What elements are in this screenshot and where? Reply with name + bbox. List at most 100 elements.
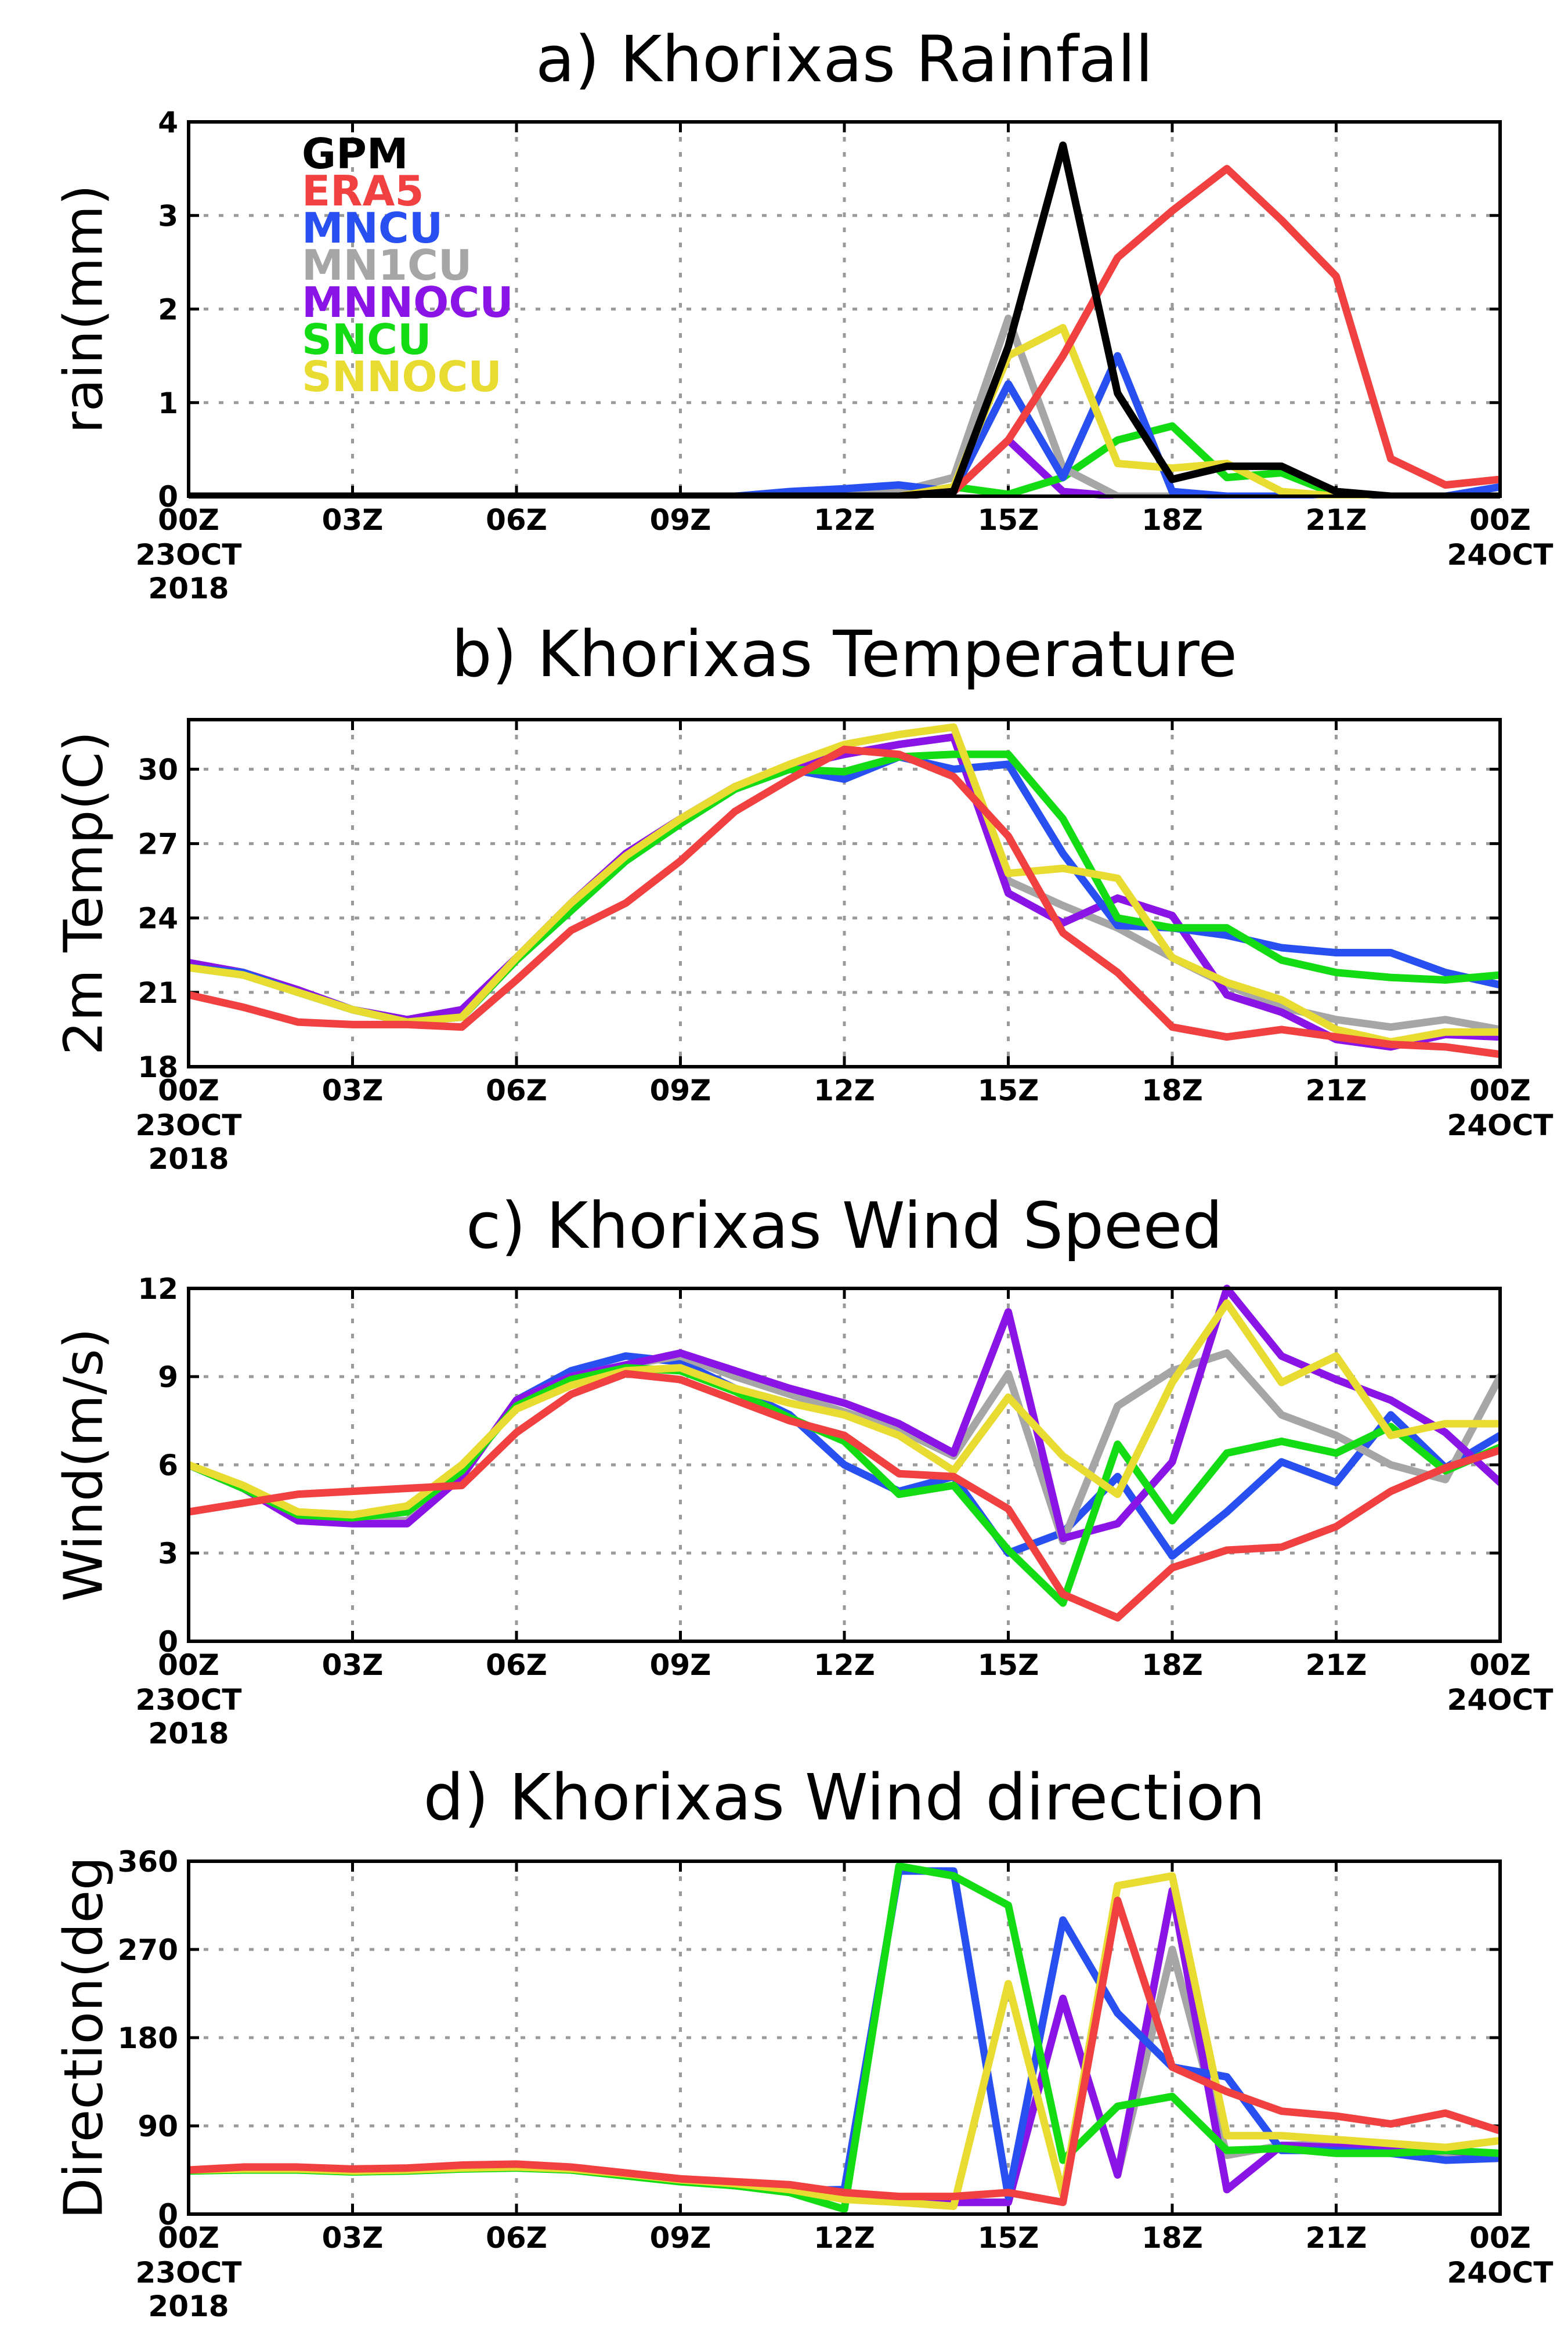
x-tick-label: 15Z [978, 1074, 1039, 1107]
y-tick-label: 12 [138, 1272, 178, 1306]
y-tick-label: 24 [138, 902, 178, 936]
x-tick-label: 06Z [486, 1074, 547, 1107]
x-tick-label: 12Z [814, 1648, 875, 1682]
panel-title: c) Khorixas Wind Speed [466, 1189, 1223, 1263]
y-tick-label: 180 [118, 2021, 178, 2055]
y-tick-label: 2 [158, 293, 178, 327]
panel-rainfall: a) Khorixas Rainfall rain(mm) 0 1 2 3 4 00Z 03Z 0… [52, 22, 1553, 605]
series-group [189, 723, 1500, 1059]
grid [189, 1861, 1500, 2214]
x-tick-label: 03Z [322, 503, 384, 537]
y-axis-label: 2m Temp(C) [52, 731, 114, 1056]
x-tick-label: 18Z [1141, 503, 1203, 537]
y-tick-label: 90 [138, 2110, 178, 2143]
x-tick-label: 00Z [1469, 503, 1531, 537]
x-tick-label: 15Z [978, 2221, 1039, 2255]
legend-entry-gpm: GPM [302, 129, 409, 178]
x-start-date-label: 23OCT [136, 1683, 242, 1717]
x-tick-label: 00Z [1469, 1074, 1531, 1107]
x-tick-label: 09Z [650, 1074, 711, 1107]
legend-entry-mn1cu: MN1CU [302, 241, 472, 290]
y-axis-label: Wind(m/s) [52, 1328, 114, 1602]
x-tick-label: 21Z [1306, 2221, 1367, 2255]
x-tick-label: 03Z [322, 2221, 384, 2255]
panel-wind-direction: d) Khorixas Wind direction Direction(deg 0… [52, 1760, 1553, 2323]
x-end-date-label: 24OCT [1447, 1683, 1553, 1717]
legend-entry-mnnocu: MNNOCU [302, 278, 514, 327]
x-tick-label: 15Z [978, 503, 1039, 537]
x-tick-label: 18Z [1141, 1648, 1203, 1682]
y-tick-label: 1 [158, 387, 178, 420]
y-tick-label: 9 [158, 1360, 178, 1394]
x-start-date-label: 23OCT [136, 2256, 242, 2290]
y-tick-label: 30 [138, 753, 178, 786]
x-tick-label: 12Z [814, 1074, 875, 1107]
y-tick-label: 18 [138, 1050, 178, 1084]
y-axis-label: Direction(deg [52, 1857, 114, 2219]
x-tick-label: 12Z [814, 2221, 875, 2255]
y-tick-label: 3 [158, 1537, 178, 1570]
series-line-era5 [189, 745, 1500, 1059]
panel-wind-speed: c) Khorixas Wind Speed Wind(m/s) 0 3 6 9 12 00Z… [52, 1189, 1553, 1750]
legend-entry-mncu: MNCU [302, 204, 443, 252]
x-start-date-label: 23OCT [136, 1108, 242, 1142]
x-start-date-label: 23OCT [136, 538, 242, 572]
plot-frame [187, 1287, 1502, 1643]
x-tick-label: 00Z [158, 503, 219, 537]
x-tick-label: 00Z [158, 1074, 219, 1107]
panel-title: a) Khorixas Rainfall [536, 22, 1153, 96]
y-tick-label: 0 [158, 2198, 178, 2232]
x-end-date-label: 24OCT [1447, 538, 1553, 572]
y-tick-label: 360 [118, 1845, 178, 1879]
series-line-snnocu [189, 1299, 1500, 1519]
x-tick-label: 18Z [1141, 1074, 1203, 1107]
x-tick-label: 21Z [1306, 503, 1367, 537]
x-tick-label: 00Z [1469, 2221, 1531, 2255]
x-tick-label: 03Z [322, 1074, 384, 1107]
x-tick-label: 03Z [322, 1648, 384, 1682]
x-tick-label: 00Z [1469, 1648, 1531, 1682]
series-line-era5 [189, 1897, 1500, 2207]
x-tick-label: 06Z [486, 1648, 547, 1682]
series-line-mn1cu [189, 1945, 1500, 2207]
x-start-year-label: 2018 [148, 572, 229, 605]
x-tick-label: 06Z [486, 2221, 547, 2255]
y-tick-label: 4 [158, 106, 178, 139]
series-line-era5 [189, 1370, 1500, 1622]
panel-title: d) Khorixas Wind direction [424, 1760, 1266, 1835]
series-line-sncu [189, 1364, 1500, 1607]
grid [189, 122, 1500, 496]
series-group [189, 1284, 1500, 1622]
y-tick-label: 21 [138, 976, 178, 1010]
x-end-date-label: 24OCT [1447, 1108, 1553, 1142]
y-tick-label: 0 [158, 480, 178, 514]
x-start-year-label: 2018 [148, 1142, 229, 1176]
y-tick-label: 27 [138, 828, 178, 861]
x-tick-label: 21Z [1306, 1074, 1367, 1107]
x-start-year-label: 2018 [148, 1717, 229, 1750]
panel-title: b) Khorixas Temperature [451, 617, 1237, 691]
x-tick-label: 09Z [650, 503, 711, 537]
y-axis-label: rain(mm) [52, 185, 114, 434]
legend-entry-sncu: SNCU [302, 315, 431, 364]
legend-entry-era5: ERA5 [302, 167, 424, 215]
x-tick-label: 09Z [650, 1648, 711, 1682]
x-tick-label: 06Z [486, 503, 547, 537]
plot-frame [187, 120, 1502, 498]
series-group [189, 1862, 1500, 2214]
x-tick-label: 00Z [158, 2221, 219, 2255]
x-tick-label: 09Z [650, 2221, 711, 2255]
x-start-year-label: 2018 [148, 2290, 229, 2323]
y-tick-label: 6 [158, 1449, 178, 1482]
x-tick-label: 00Z [158, 1648, 219, 1682]
plot-frame [187, 1859, 1502, 2216]
legend-entry-snnocu: SNNOCU [302, 352, 502, 401]
x-end-date-label: 24OCT [1447, 2256, 1553, 2290]
y-tick-label: 3 [158, 199, 178, 233]
y-tick-label: 0 [158, 1625, 178, 1659]
y-tick-label: 270 [118, 1933, 178, 1967]
x-tick-label: 15Z [978, 1648, 1039, 1682]
panel-temperature: b) Khorixas Temperature 2m Temp(C) 18 21 24 2… [52, 617, 1553, 1176]
